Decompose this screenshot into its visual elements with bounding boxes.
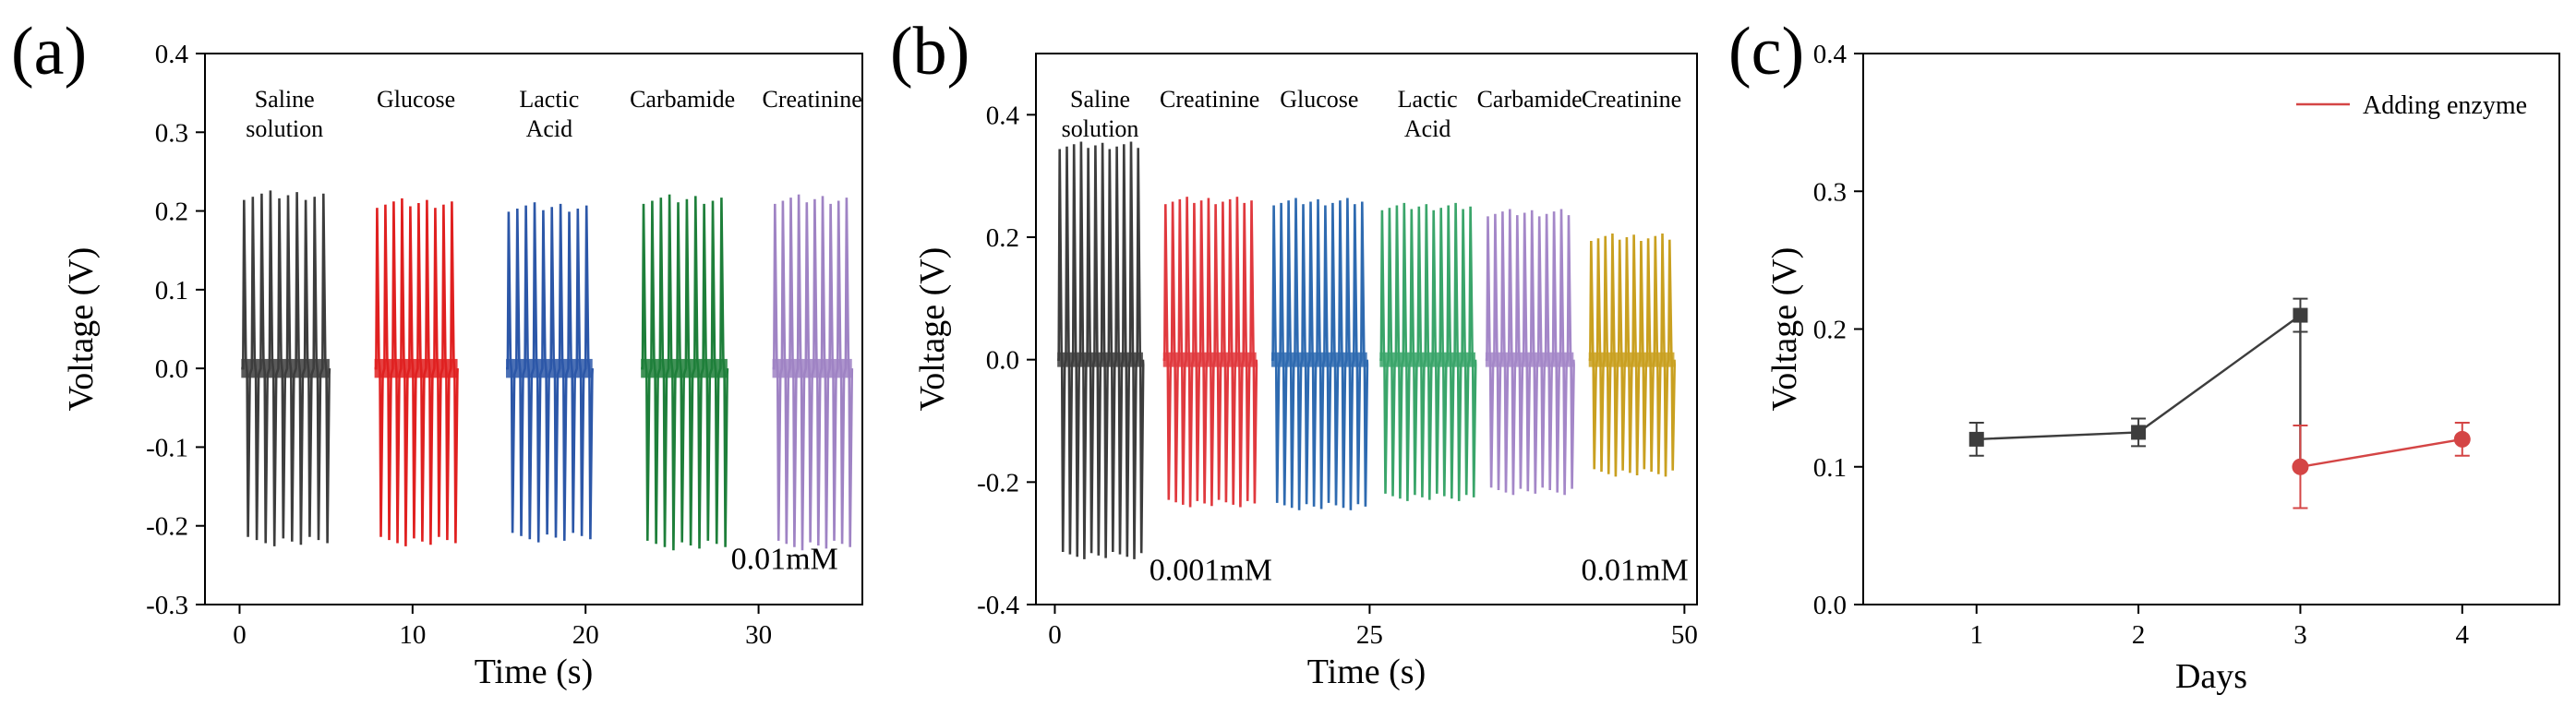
- x-axis-label: Time (s): [1307, 653, 1426, 691]
- panel-letter: (c): [1728, 14, 1804, 90]
- series-label: Carbamide: [630, 86, 735, 113]
- data-point: [2293, 307, 2308, 323]
- y-tick-label: -0.2: [977, 468, 1019, 497]
- series-glucose: Glucose: [1271, 86, 1369, 510]
- series-label: Creatinine: [763, 86, 862, 113]
- signal-trace: [641, 194, 729, 551]
- y-axis-label: Voltage (V): [1765, 247, 1804, 412]
- x-tick-label: 10: [399, 620, 426, 650]
- x-tick-label: 3: [2293, 620, 2307, 650]
- panel-c: (c) 0.0 0.1 0.2 0.3 0.4 1 2 3 4 Days Voltage (V) Add…: [1728, 14, 2560, 696]
- series-label: Lactic: [519, 86, 579, 113]
- y-tick-label: -0.1: [146, 433, 188, 462]
- y-tick-label: 0.0: [986, 346, 1019, 376]
- series-creatinine: Creatinine: [1160, 86, 1259, 508]
- legend-label: Adding enzyme: [2363, 91, 2527, 120]
- signal-trace: [1485, 209, 1575, 496]
- data-point: [2292, 458, 2309, 475]
- y-tick-label: 0.2: [1813, 316, 1847, 345]
- y-tick-label: 0.4: [155, 40, 189, 69]
- series-label: Acid: [526, 115, 573, 142]
- signal-trace: [241, 190, 331, 546]
- series-line: [1976, 313, 2302, 467]
- series-adding-enzyme: [2292, 421, 2471, 509]
- x-tick-label: 0: [233, 620, 247, 650]
- y-tick-label: -0.3: [146, 591, 188, 620]
- concentration-annotation: 0.01mM: [1582, 553, 1689, 587]
- series-label: Glucose: [377, 86, 455, 113]
- data-point: [2131, 425, 2147, 440]
- panel-letter: (b): [890, 14, 969, 90]
- y-tick-label: 0.3: [1813, 177, 1847, 207]
- series-baseline: [1968, 297, 2308, 467]
- x-axis-label: Time (s): [475, 653, 593, 691]
- y-tick-label: 0.4: [986, 101, 1020, 130]
- series-label: solution: [1062, 115, 1139, 142]
- signal-trace: [1057, 141, 1145, 559]
- y-tick-label: -0.4: [977, 591, 1019, 620]
- series-label: Acid: [1404, 115, 1451, 142]
- signal-trace: [374, 198, 459, 546]
- series-label: Lactic: [1398, 86, 1458, 113]
- series-label: Saline: [255, 86, 315, 113]
- x-tick-label: 2: [2132, 620, 2146, 650]
- signal-trace: [772, 194, 854, 551]
- x-tick-label: 1: [1969, 620, 1983, 650]
- x-tick-label: 4: [2456, 620, 2470, 650]
- y-tick-label: 0.4: [1813, 40, 1848, 69]
- series-label: Saline: [1070, 86, 1130, 113]
- y-axis-label: Voltage (V): [913, 247, 952, 412]
- signal-trace: [1379, 202, 1477, 501]
- x-tick-label: 50: [1671, 620, 1698, 650]
- signal-trace: [1162, 197, 1258, 508]
- concentration-annotation: 0.001mM: [1150, 553, 1272, 587]
- plot-frame: [1035, 53, 1698, 605]
- x-axis-label: Days: [2175, 657, 2247, 696]
- series-label: solution: [246, 115, 323, 142]
- y-tick-label: 0.0: [1813, 591, 1847, 620]
- x-tick-label: 25: [1356, 620, 1383, 650]
- series-label: Creatinine: [1582, 86, 1681, 113]
- data-point: [2453, 430, 2471, 448]
- signal-trace: [1271, 198, 1369, 510]
- panel-b: (b) -0.4 -0.2 0.0 0.2 0.4 0 25 50 Time (s) Voltage…: [890, 14, 1698, 691]
- y-tick-label: 0.0: [155, 354, 188, 384]
- series-creatinine: Creatinine: [1582, 86, 1681, 477]
- panel-a: (a) -0.3 -0.2 -0.1 0.0 0.1 0.2 0.3 0.4 0 10 20 30 Tim…: [11, 14, 863, 691]
- y-tick-label: 0.2: [155, 198, 188, 227]
- y-tick-label: -0.2: [146, 512, 188, 542]
- series-line: [2300, 437, 2463, 468]
- series-label: Creatinine: [1160, 86, 1259, 113]
- y-axis-label: Voltage (V): [62, 247, 101, 412]
- plot-frame: [204, 53, 863, 605]
- y-tick-label: 0.3: [155, 118, 188, 148]
- series-creatinine: Creatinine: [763, 86, 862, 551]
- y-tick-label: 0.1: [155, 276, 188, 306]
- series-label: Carbamide: [1477, 86, 1583, 113]
- x-tick-label: 30: [745, 620, 772, 650]
- signal-trace: [1588, 233, 1677, 477]
- y-tick-label: 0.2: [986, 223, 1019, 253]
- series-label: Glucose: [1280, 86, 1358, 113]
- series-carbamide: Carbamide: [1477, 86, 1583, 496]
- plot-frame: [1862, 53, 2560, 605]
- series-carbamide: Carbamide: [630, 86, 735, 551]
- panel-letter: (a): [11, 14, 87, 90]
- y-tick-label: 0.1: [1813, 453, 1847, 483]
- data-point: [1968, 431, 1984, 447]
- series-glucose: Glucose: [374, 86, 459, 546]
- x-tick-label: 20: [572, 620, 599, 650]
- concentration-annotation: 0.01mM: [731, 543, 838, 577]
- signal-trace: [506, 202, 594, 543]
- x-tick-label: 0: [1048, 620, 1062, 650]
